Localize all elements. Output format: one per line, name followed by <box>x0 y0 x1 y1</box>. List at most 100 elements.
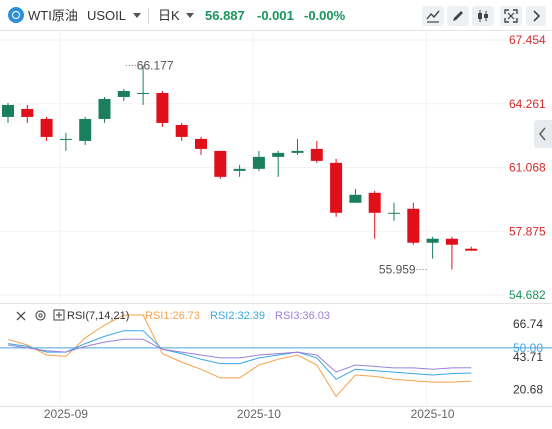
rsi-tick-label: 43.71 <box>513 350 543 364</box>
draw-tool-button[interactable] <box>447 6 469 26</box>
more-button[interactable] <box>526 6 546 26</box>
price-tick-label: 57.875 <box>509 224 546 238</box>
candle-body <box>2 104 14 117</box>
side-panel-toggle[interactable] <box>534 120 552 148</box>
time-tick-label: 2025-09 <box>44 407 88 421</box>
price-tick-label: 67.454 <box>509 33 546 47</box>
candles <box>2 65 478 270</box>
candle <box>195 136 207 155</box>
candle-body <box>426 238 439 243</box>
price-tick-label: 61.068 <box>509 161 546 175</box>
add-indicator-icon[interactable] <box>53 309 65 321</box>
candle-body <box>272 152 285 157</box>
candle <box>252 150 265 171</box>
candle-body <box>214 150 227 177</box>
candle-body <box>349 194 362 203</box>
logo-icon <box>8 7 24 23</box>
candle-body <box>175 124 188 137</box>
candle-body <box>137 92 150 94</box>
price-change: -0.001 <box>257 8 294 23</box>
pencil-icon <box>453 11 463 21</box>
gear-icon[interactable] <box>34 309 47 322</box>
high-annotation: 66.177 <box>137 58 174 72</box>
candle <box>79 116 92 145</box>
chevron-right-icon <box>533 10 541 22</box>
candle <box>175 122 188 141</box>
candle <box>137 65 150 105</box>
rsi-tick-label: 50.00 <box>513 341 543 355</box>
candle <box>330 158 343 217</box>
rsi-line-rsi1 <box>7 314 472 398</box>
rsi-tick-label: 66.74 <box>513 317 543 331</box>
chevron-left-icon <box>538 127 546 141</box>
candle-body <box>195 138 207 149</box>
time-tick-label: 2025-10 <box>237 407 281 421</box>
rsi3-legend: RSI3:36.03 <box>275 310 331 322</box>
candle <box>117 88 130 101</box>
rsi-line-rsi2 <box>7 330 472 380</box>
symbol-name[interactable]: WTI原油 <box>28 8 78 23</box>
grid <box>0 30 552 407</box>
candle <box>21 104 34 123</box>
candle-body <box>407 208 420 243</box>
fullscreen-button[interactable] <box>500 6 522 26</box>
candle-body <box>465 248 478 251</box>
candle-body <box>291 150 304 153</box>
candle <box>465 246 478 251</box>
candle <box>59 132 72 151</box>
axes: 67.454 64.261 61.068 57.875 54.682 66.177 55.9… <box>44 33 546 421</box>
chart-type-button[interactable] <box>472 6 494 26</box>
symbol-code[interactable]: USOIL <box>87 8 127 23</box>
time-tick-label: 2025-10 <box>411 407 455 421</box>
chevron-down-icon[interactable] <box>133 13 141 18</box>
rsi-title: RSI(7,14,21) <box>67 310 130 322</box>
candle-body <box>156 92 169 123</box>
candle <box>272 150 285 177</box>
candle <box>388 202 400 221</box>
header-bar: WTI原油 USOIL 日K 56.887 -0.001 -0.00% <box>0 0 552 30</box>
candle-body <box>330 162 343 213</box>
rsi1-legend: RSI1:26.73 <box>145 310 201 322</box>
price-tick-label: 64.261 <box>509 97 546 111</box>
rsi-tick-label: 20.68 <box>513 383 543 397</box>
candle <box>214 150 227 179</box>
line-chart-icon <box>426 10 440 23</box>
close-icon[interactable] <box>15 310 27 322</box>
candle-body <box>98 98 111 119</box>
candle <box>426 236 439 259</box>
candle-body <box>310 148 323 161</box>
candle <box>98 96 111 123</box>
candle <box>368 190 381 239</box>
candle-body <box>368 192 381 213</box>
candle-body <box>117 90 130 97</box>
indicator-tool-button[interactable] <box>422 6 444 26</box>
chevron-down-icon[interactable] <box>186 13 194 18</box>
price-change-percent: -0.00% <box>304 8 346 23</box>
price-tick-label: 54.682 <box>509 288 546 302</box>
candle <box>156 90 169 127</box>
divider <box>148 8 149 24</box>
candlestick-icon <box>478 10 488 22</box>
candle <box>310 140 323 163</box>
candle <box>349 188 362 203</box>
last-price: 56.887 <box>205 8 245 23</box>
candle <box>40 116 53 141</box>
candle-body <box>445 238 458 245</box>
candle <box>233 164 246 177</box>
rsi-panel <box>0 314 552 398</box>
candle <box>291 138 304 155</box>
candle <box>2 102 14 123</box>
rsi2-legend: RSI2:32.39 <box>210 310 266 322</box>
timeframe-selector[interactable]: 日K <box>158 8 180 23</box>
candle <box>407 202 420 245</box>
expand-icon <box>504 9 518 23</box>
candle-body <box>79 118 92 141</box>
candle-body <box>40 118 53 137</box>
candle-body <box>252 156 265 169</box>
low-annotation: 55.959 <box>379 263 416 277</box>
candle-body <box>59 138 72 140</box>
rsi-line-rsi3 <box>7 338 472 373</box>
candle-body <box>388 212 400 214</box>
candle <box>445 236 458 270</box>
